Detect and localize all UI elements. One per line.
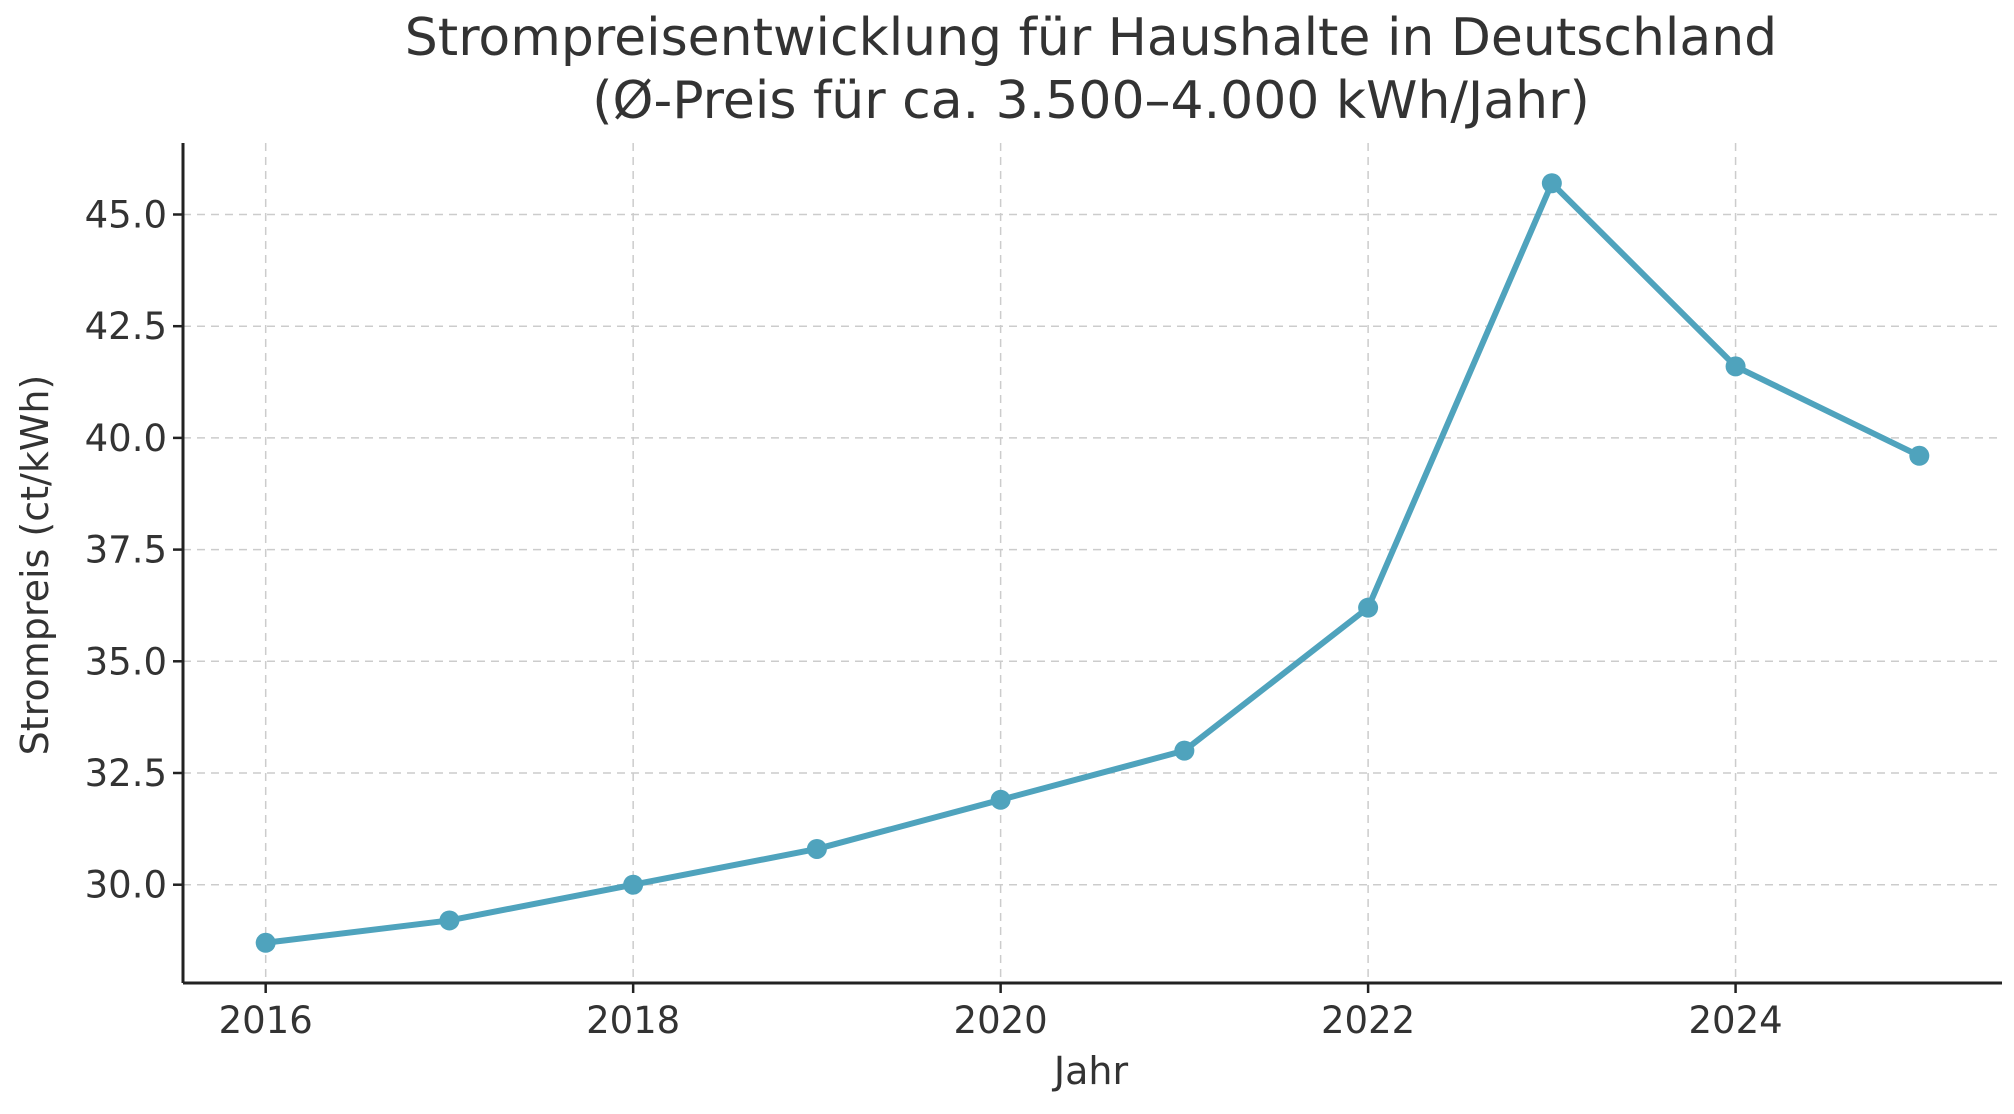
y-tick-label: 30.0 [85, 864, 167, 907]
data-point [1725, 356, 1746, 377]
grid [183, 143, 2002, 983]
y-axis-label: Strompreis (ct/kWh) [13, 375, 57, 756]
data-point [439, 910, 460, 931]
series-line [262, 180, 1923, 946]
chart-title-line-2: (Ø-Preis für ca. 3.500–4.000 kWh/Jahr) [592, 71, 1590, 131]
x-tick-label: 2018 [586, 999, 680, 1042]
y-tick-label: 35.0 [85, 640, 167, 683]
y-tick-label: 45.0 [85, 193, 167, 236]
x-tick-label: 2022 [1321, 999, 1415, 1042]
chart-title-line-1: Strompreisentwicklung für Haushalte in D… [405, 8, 1777, 68]
data-point [1909, 445, 1930, 466]
x-axis-label: Jahr [1052, 1049, 1129, 1093]
x-tick-label: 2016 [219, 999, 313, 1042]
x-tick-label: 2020 [954, 999, 1048, 1042]
y-tick-label: 37.5 [85, 529, 167, 572]
data-point [1358, 597, 1379, 618]
y-tick-label: 40.0 [85, 417, 167, 460]
y-tick-label: 42.5 [85, 305, 167, 348]
data-point [1174, 740, 1195, 761]
data-point [623, 874, 644, 895]
data-point [990, 789, 1011, 810]
data-point [1541, 173, 1562, 194]
series [255, 173, 1930, 953]
x-tick-label: 2024 [1688, 999, 1782, 1042]
tick-labels: 30.0 32.5 35.0 37.5 40.0 42.5 45.0 2016 2018 2020… [85, 193, 1783, 1042]
y-tick-label: 32.5 [85, 752, 167, 795]
data-point [255, 932, 276, 953]
axes [173, 143, 2002, 993]
data-point [806, 838, 827, 859]
